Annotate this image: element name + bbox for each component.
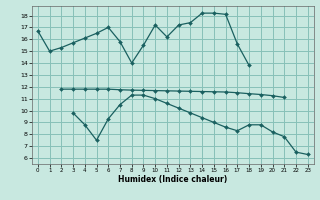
X-axis label: Humidex (Indice chaleur): Humidex (Indice chaleur) [118, 175, 228, 184]
